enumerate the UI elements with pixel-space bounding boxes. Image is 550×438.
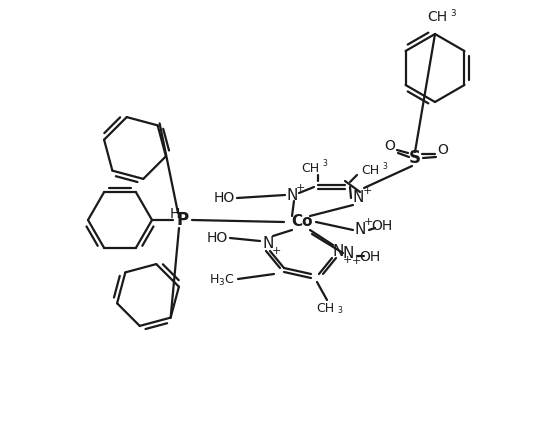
Text: O: O [438,143,448,157]
Text: OH: OH [371,219,393,233]
Text: N: N [262,236,274,251]
Text: H$_3$C: H$_3$C [210,272,235,288]
Text: CH: CH [316,301,334,314]
Text: O: O [384,139,395,153]
Text: S: S [409,149,421,167]
Text: $_3$: $_3$ [322,158,328,170]
Text: +: + [295,183,305,193]
Text: +: + [351,256,361,266]
Text: $_3$: $_3$ [337,305,343,317]
Text: CH: CH [301,162,319,174]
Text: CH: CH [361,165,379,177]
Text: H: H [170,207,180,221]
Text: N: N [354,223,366,237]
Text: $_3$: $_3$ [382,161,388,173]
Text: HO: HO [214,191,235,205]
Text: HO: HO [207,231,228,245]
Text: $_3$: $_3$ [449,7,456,20]
Text: +: + [362,186,372,196]
Text: N: N [353,191,364,205]
Text: +: + [271,246,280,256]
Text: +: + [342,255,351,265]
Text: Co: Co [292,215,313,230]
Text: CH: CH [427,10,447,24]
Text: P: P [177,211,189,229]
Text: N: N [342,246,354,261]
Text: N: N [332,244,344,259]
Text: N: N [287,187,298,202]
Text: OH: OH [359,250,381,264]
Text: +: + [364,217,373,227]
